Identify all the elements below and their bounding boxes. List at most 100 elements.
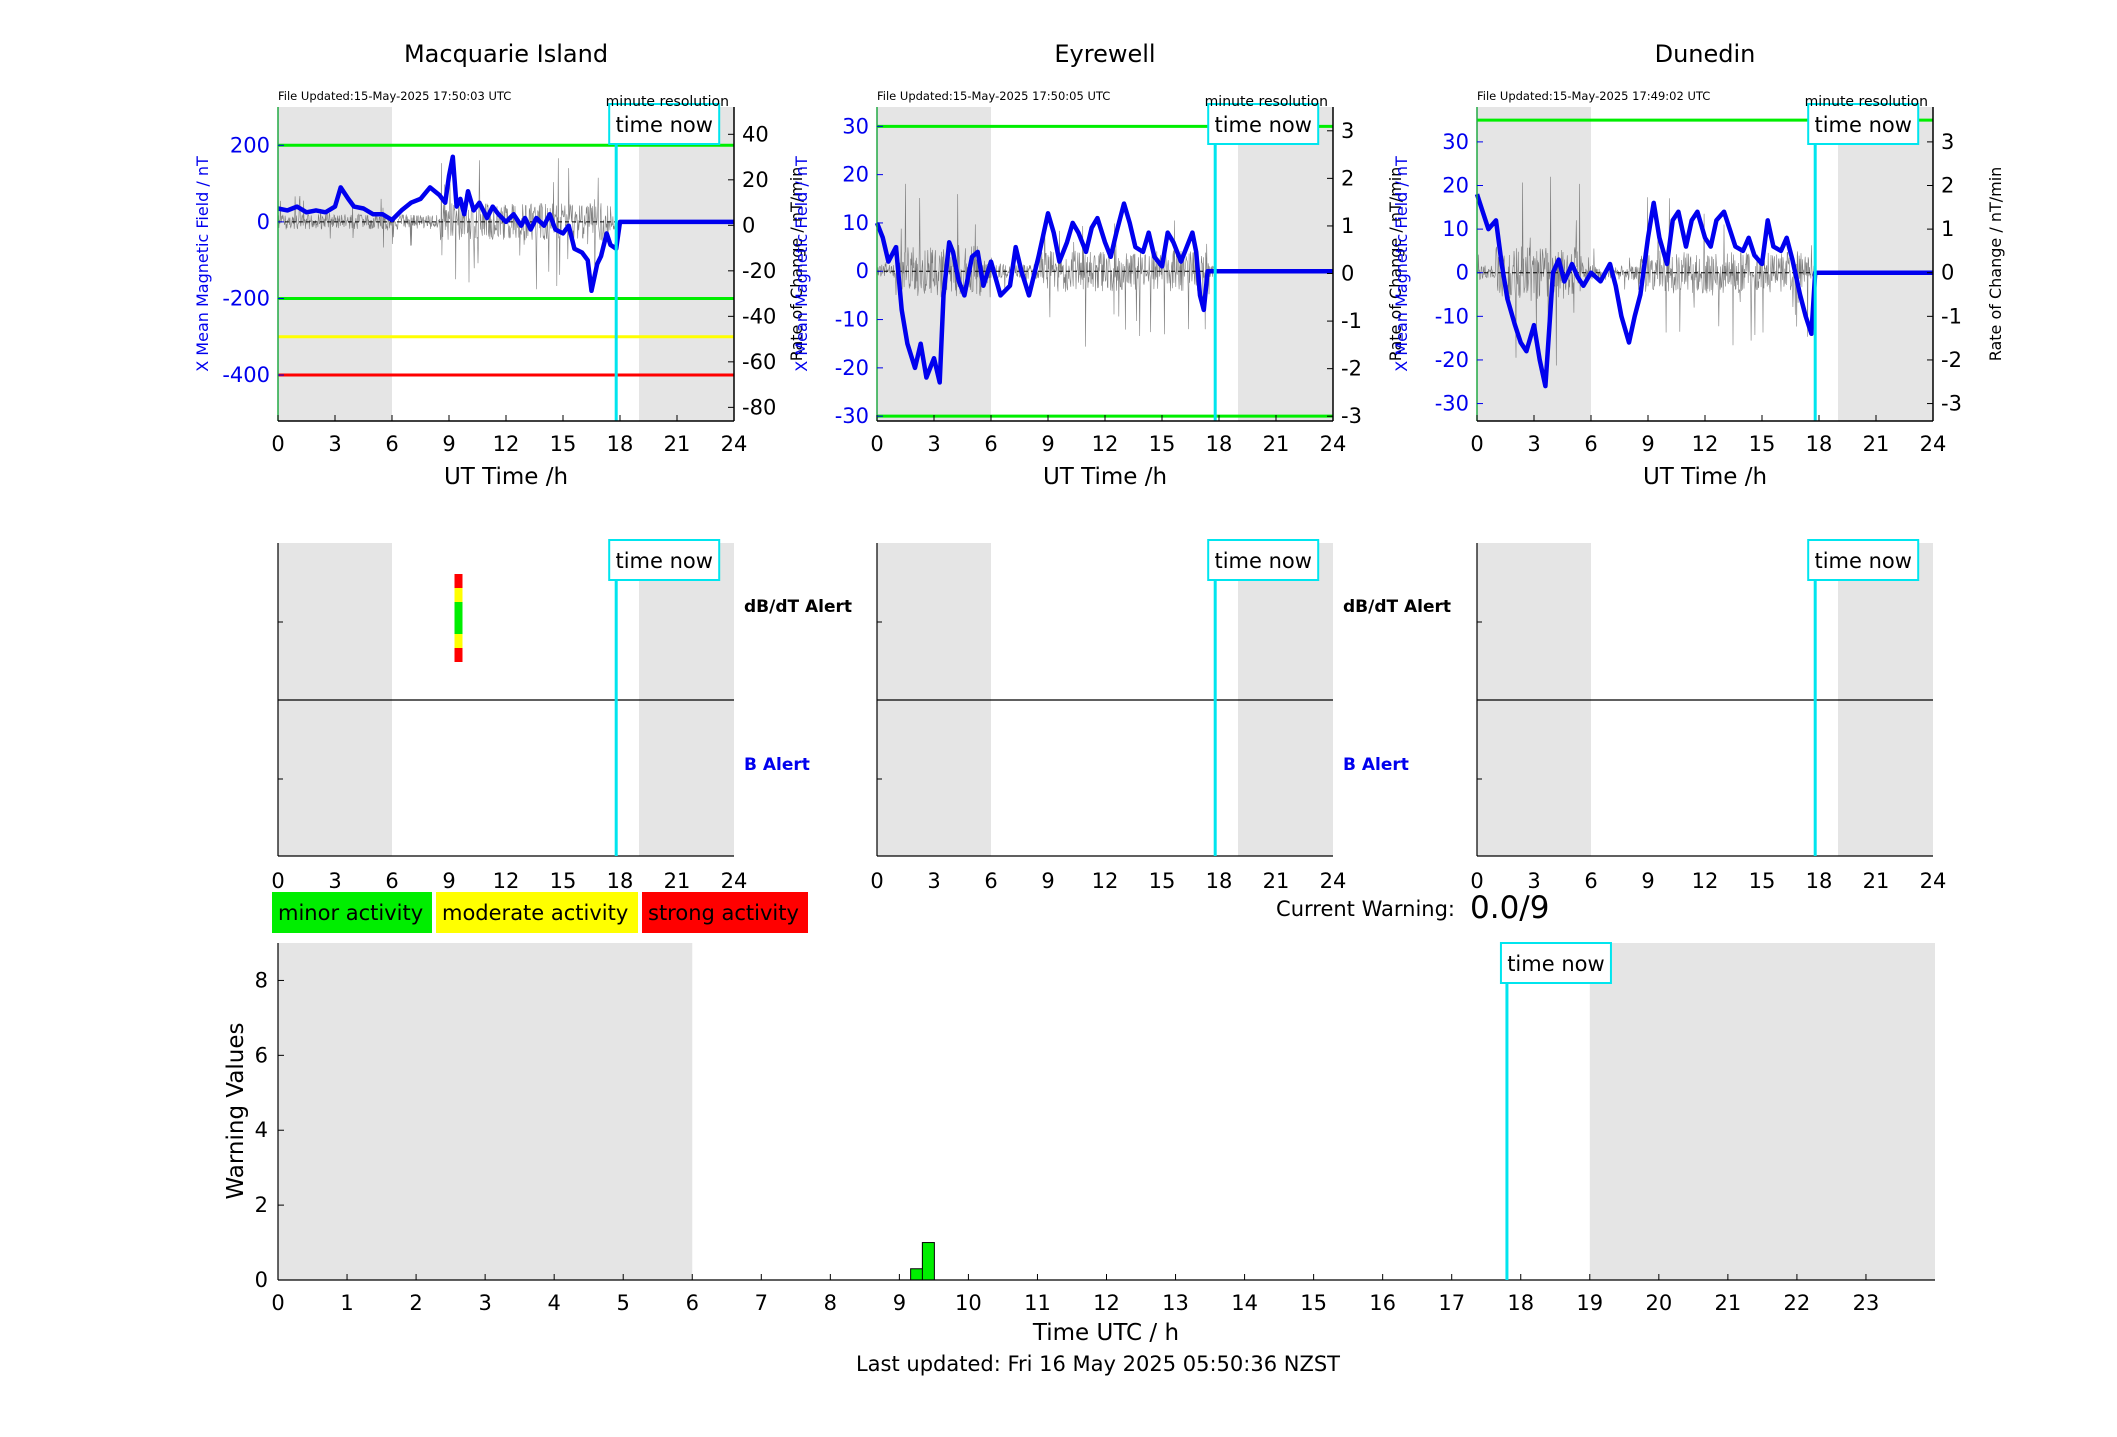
x-tick-label: 6 — [385, 432, 398, 456]
y-axis-label: X Mean Magnetic Field / nT — [193, 156, 212, 372]
x-tick-label: 18 — [1507, 1291, 1534, 1315]
y-tick-label: 4 — [255, 1118, 268, 1142]
file-updated-text: File Updated:15-May-2025 17:49:02 UTC — [1477, 89, 1710, 103]
b-alert-label: B Alert — [744, 755, 810, 775]
x-tick-label: 0 — [271, 869, 284, 893]
x-tick-label: 15 — [1149, 432, 1176, 456]
x-tick-label: 1 — [340, 1291, 353, 1315]
x-tick-label: 9 — [1641, 869, 1654, 893]
current-warning: Current Warning: 0.0/9 — [1276, 890, 1549, 926]
x-tick-label: 18 — [1806, 432, 1833, 456]
night-shade — [278, 107, 392, 421]
field-series-line — [1474, 193, 1933, 389]
dbdt-alert-label: dB/dT Alert — [744, 597, 852, 617]
legend-swatch — [272, 892, 432, 933]
y-tick-label: 20 — [842, 163, 869, 187]
x-tick-label: 13 — [1162, 1291, 1189, 1315]
x-tick-label: 6 — [1584, 869, 1597, 893]
y2-tick-label: 1 — [1341, 214, 1354, 238]
y2-tick-label: -3 — [1341, 404, 1362, 428]
resolution-label: minute resolution — [1205, 94, 1328, 110]
x-tick-label: 9 — [1641, 432, 1654, 456]
station-title: Eyrewell — [1054, 40, 1155, 68]
time-now-label: time now — [1214, 113, 1311, 137]
x-tick-label: 9 — [1041, 432, 1054, 456]
y2-tick-label: 20 — [742, 168, 769, 192]
x-tick-label: 11 — [1024, 1291, 1051, 1315]
x-tick-label: 6 — [385, 869, 398, 893]
x-tick-label: 0 — [870, 432, 883, 456]
legend-label: minor activity — [278, 901, 423, 925]
resolution-label: minute resolution — [606, 94, 729, 110]
x-tick-label: 10 — [955, 1291, 982, 1315]
y2-tick-label: 2 — [1941, 174, 1954, 198]
x-tick-label: 9 — [1041, 869, 1054, 893]
x-tick-label: 3 — [328, 432, 341, 456]
time-now-label: time now — [615, 113, 712, 137]
field-series-line — [277, 154, 734, 294]
y-tick-label: 30 — [842, 114, 869, 138]
x-tick-label: 20 — [1645, 1291, 1672, 1315]
time-now-box — [608, 103, 721, 145]
x-tick-label: 6 — [984, 869, 997, 893]
time-now-label: time now — [1814, 113, 1911, 137]
y-tick-label: 0 — [257, 210, 270, 234]
y-tick-label: 2 — [255, 1193, 268, 1217]
x-tick-label: 5 — [617, 1291, 630, 1315]
x-tick-label: 21 — [664, 869, 691, 893]
y-tick-label: -200 — [222, 286, 270, 310]
y2-tick-label: -40 — [742, 304, 776, 328]
station-title: Macquarie Island — [404, 40, 608, 68]
x-tick-label: 3 — [927, 432, 940, 456]
x-tick-label: 21 — [1863, 432, 1890, 456]
y2-tick-label: -1 — [1341, 309, 1362, 333]
time-now-label: time now — [1214, 549, 1311, 573]
time-now-label: time now — [1507, 952, 1604, 976]
field-series-line — [874, 201, 1333, 385]
field-plot-1: Eyrewell File Updated:15-May-2025 17:50:0… — [792, 40, 1405, 490]
x-axis-label: UT Time /h — [1043, 464, 1167, 490]
time-now-box — [1807, 103, 1920, 145]
y2-axis-label: Rate of Change / nT/min — [1986, 167, 2005, 362]
night-shade — [1589, 943, 1935, 1280]
activity-legend: minor activity moderate activity strong ac… — [272, 892, 808, 933]
alert-marker-segment — [454, 634, 463, 648]
x-tick-label: 15 — [1149, 869, 1176, 893]
alert-marker-segment — [454, 648, 463, 662]
night-shade — [1838, 107, 1933, 421]
y2-tick-label: 2 — [1341, 166, 1354, 190]
y-tick-label: 200 — [230, 133, 270, 157]
rate-of-change-trace — [1476, 176, 1815, 366]
alert-plot-1: time now dB/dT Alert B Alert 0 3 6 9 12 15 18 21 24 — [870, 539, 1451, 893]
x-tick-label: 3 — [1527, 869, 1540, 893]
y-tick-label: 20 — [1442, 174, 1469, 198]
x-tick-label: 3 — [1527, 432, 1540, 456]
x-tick-label: 24 — [1320, 432, 1347, 456]
y2-tick-label: -3 — [1941, 392, 1962, 416]
legend-swatch — [436, 892, 638, 933]
y2-tick-label: 40 — [742, 122, 769, 146]
field-plot-2: Dunedin File Updated:15-May-2025 17:49:02… — [1392, 40, 2005, 490]
alert-marker-segment — [454, 574, 463, 588]
x-tick-label: 12 — [1093, 1291, 1120, 1315]
y2-tick-label: -80 — [742, 395, 776, 419]
x-tick-label: 0 — [271, 1291, 284, 1315]
x-tick-label: 15 — [1749, 432, 1776, 456]
x-tick-label: 16 — [1369, 1291, 1396, 1315]
y-tick-label: 0 — [856, 259, 869, 283]
x-tick-label: 12 — [1692, 869, 1719, 893]
y-axis-label: X Mean Magnetic Field / nT — [1392, 156, 1411, 372]
y-tick-label: 30 — [1442, 130, 1469, 154]
current-warning-label: Current Warning: — [1276, 897, 1455, 921]
y2-tick-label: 0 — [742, 213, 755, 237]
x-tick-label: 12 — [1092, 869, 1119, 893]
x-tick-label: 15 — [1300, 1291, 1327, 1315]
field-plot-0: Macquarie Island File Updated:15-May-2025… — [193, 40, 806, 490]
x-tick-label: 21 — [664, 432, 691, 456]
x-tick-label: 4 — [547, 1291, 560, 1315]
y2-tick-label: -60 — [742, 350, 776, 374]
y-axis-label: X Mean Magnetic Field / nT — [792, 156, 811, 372]
x-tick-label: 0 — [1470, 869, 1483, 893]
x-tick-label: 14 — [1231, 1291, 1258, 1315]
